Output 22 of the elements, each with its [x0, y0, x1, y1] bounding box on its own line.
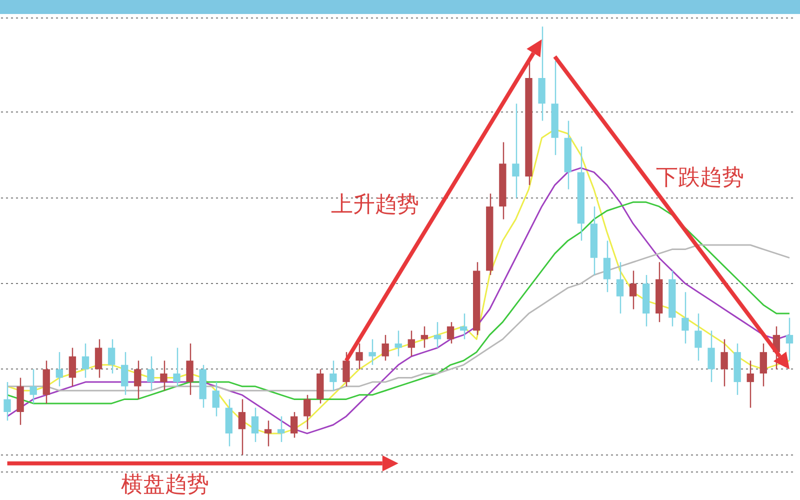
candlestick: [356, 342, 363, 370]
candlestick: [525, 60, 532, 186]
candlestick: [199, 364, 206, 408]
candlestick: [694, 312, 702, 362]
candlestick: [160, 360, 168, 392]
candlestick: [538, 26, 546, 122]
annotation: 下跌趋势: [656, 166, 744, 191]
candlestick: [342, 351, 350, 387]
candlestick: [147, 356, 154, 392]
candlestick: [186, 342, 194, 396]
annotation: 上升趋势: [331, 192, 419, 218]
text: 横盘趋势: [121, 472, 209, 498]
candlestick: [16, 377, 24, 426]
candlestick: [173, 347, 180, 387]
candlestick: [499, 142, 506, 220]
candlestick: [512, 103, 520, 198]
candlestick: [330, 360, 337, 392]
candlestick: [4, 381, 11, 422]
candlestick: [734, 342, 741, 396]
candlestick: [551, 60, 558, 156]
candlestick: [720, 338, 728, 387]
candlestick: [368, 338, 376, 366]
